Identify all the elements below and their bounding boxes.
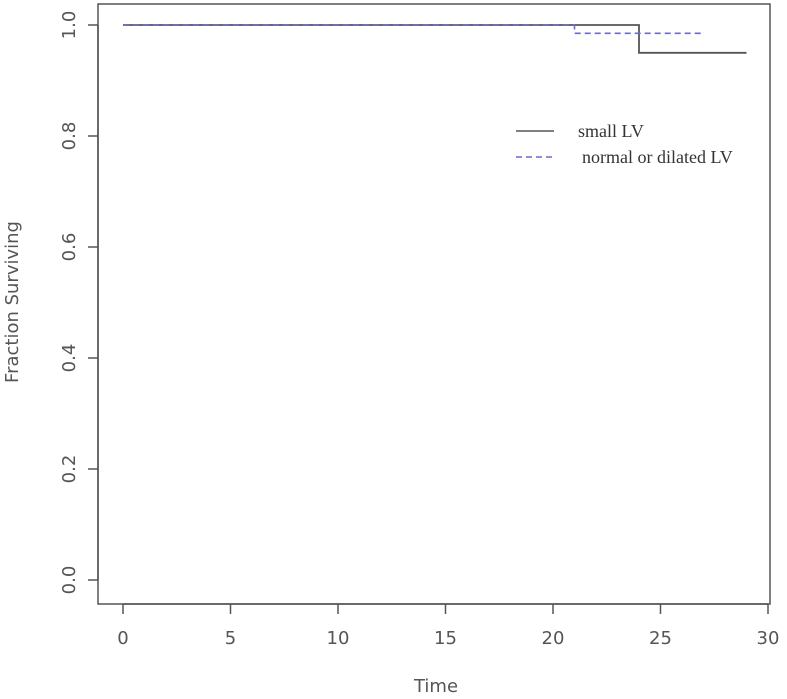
x-tick-label: 0 — [117, 628, 128, 649]
plot-area-frame — [97, 3, 771, 605]
y-tick-label: 0.4 — [59, 344, 80, 373]
x-tick-label: 15 — [434, 628, 457, 649]
y-tick-label: 0.0 — [59, 566, 80, 595]
y-axis-label: Fraction Surviving — [2, 221, 23, 383]
x-axis-label: Time — [413, 676, 458, 697]
x-tick-label: 20 — [542, 628, 565, 649]
legend: small LV normal or dilated LV — [516, 121, 733, 167]
x-tick-label: 5 — [225, 628, 236, 649]
y-tick-label: 0.8 — [59, 122, 80, 151]
series-layer — [123, 24, 747, 54]
series-line-normal-or-dilated-lv — [123, 24, 704, 35]
legend-label-small-lv: small LV — [578, 121, 644, 141]
x-axis: 0 5 10 15 20 25 30 — [117, 603, 780, 649]
y-tick-label: 0.2 — [59, 455, 80, 484]
series-line-small-lv — [123, 24, 747, 54]
x-tick-label: 25 — [649, 628, 672, 649]
x-tick-label: 10 — [327, 628, 350, 649]
y-tick-label: 0.6 — [59, 233, 80, 262]
y-tick-label: 1.0 — [59, 11, 80, 40]
legend-label-normal-or-dilated-lv: normal or dilated LV — [582, 147, 733, 167]
y-axis: 0.0 0.2 0.4 0.6 0.8 1.0 — [59, 11, 99, 595]
x-tick-label: 30 — [757, 628, 780, 649]
